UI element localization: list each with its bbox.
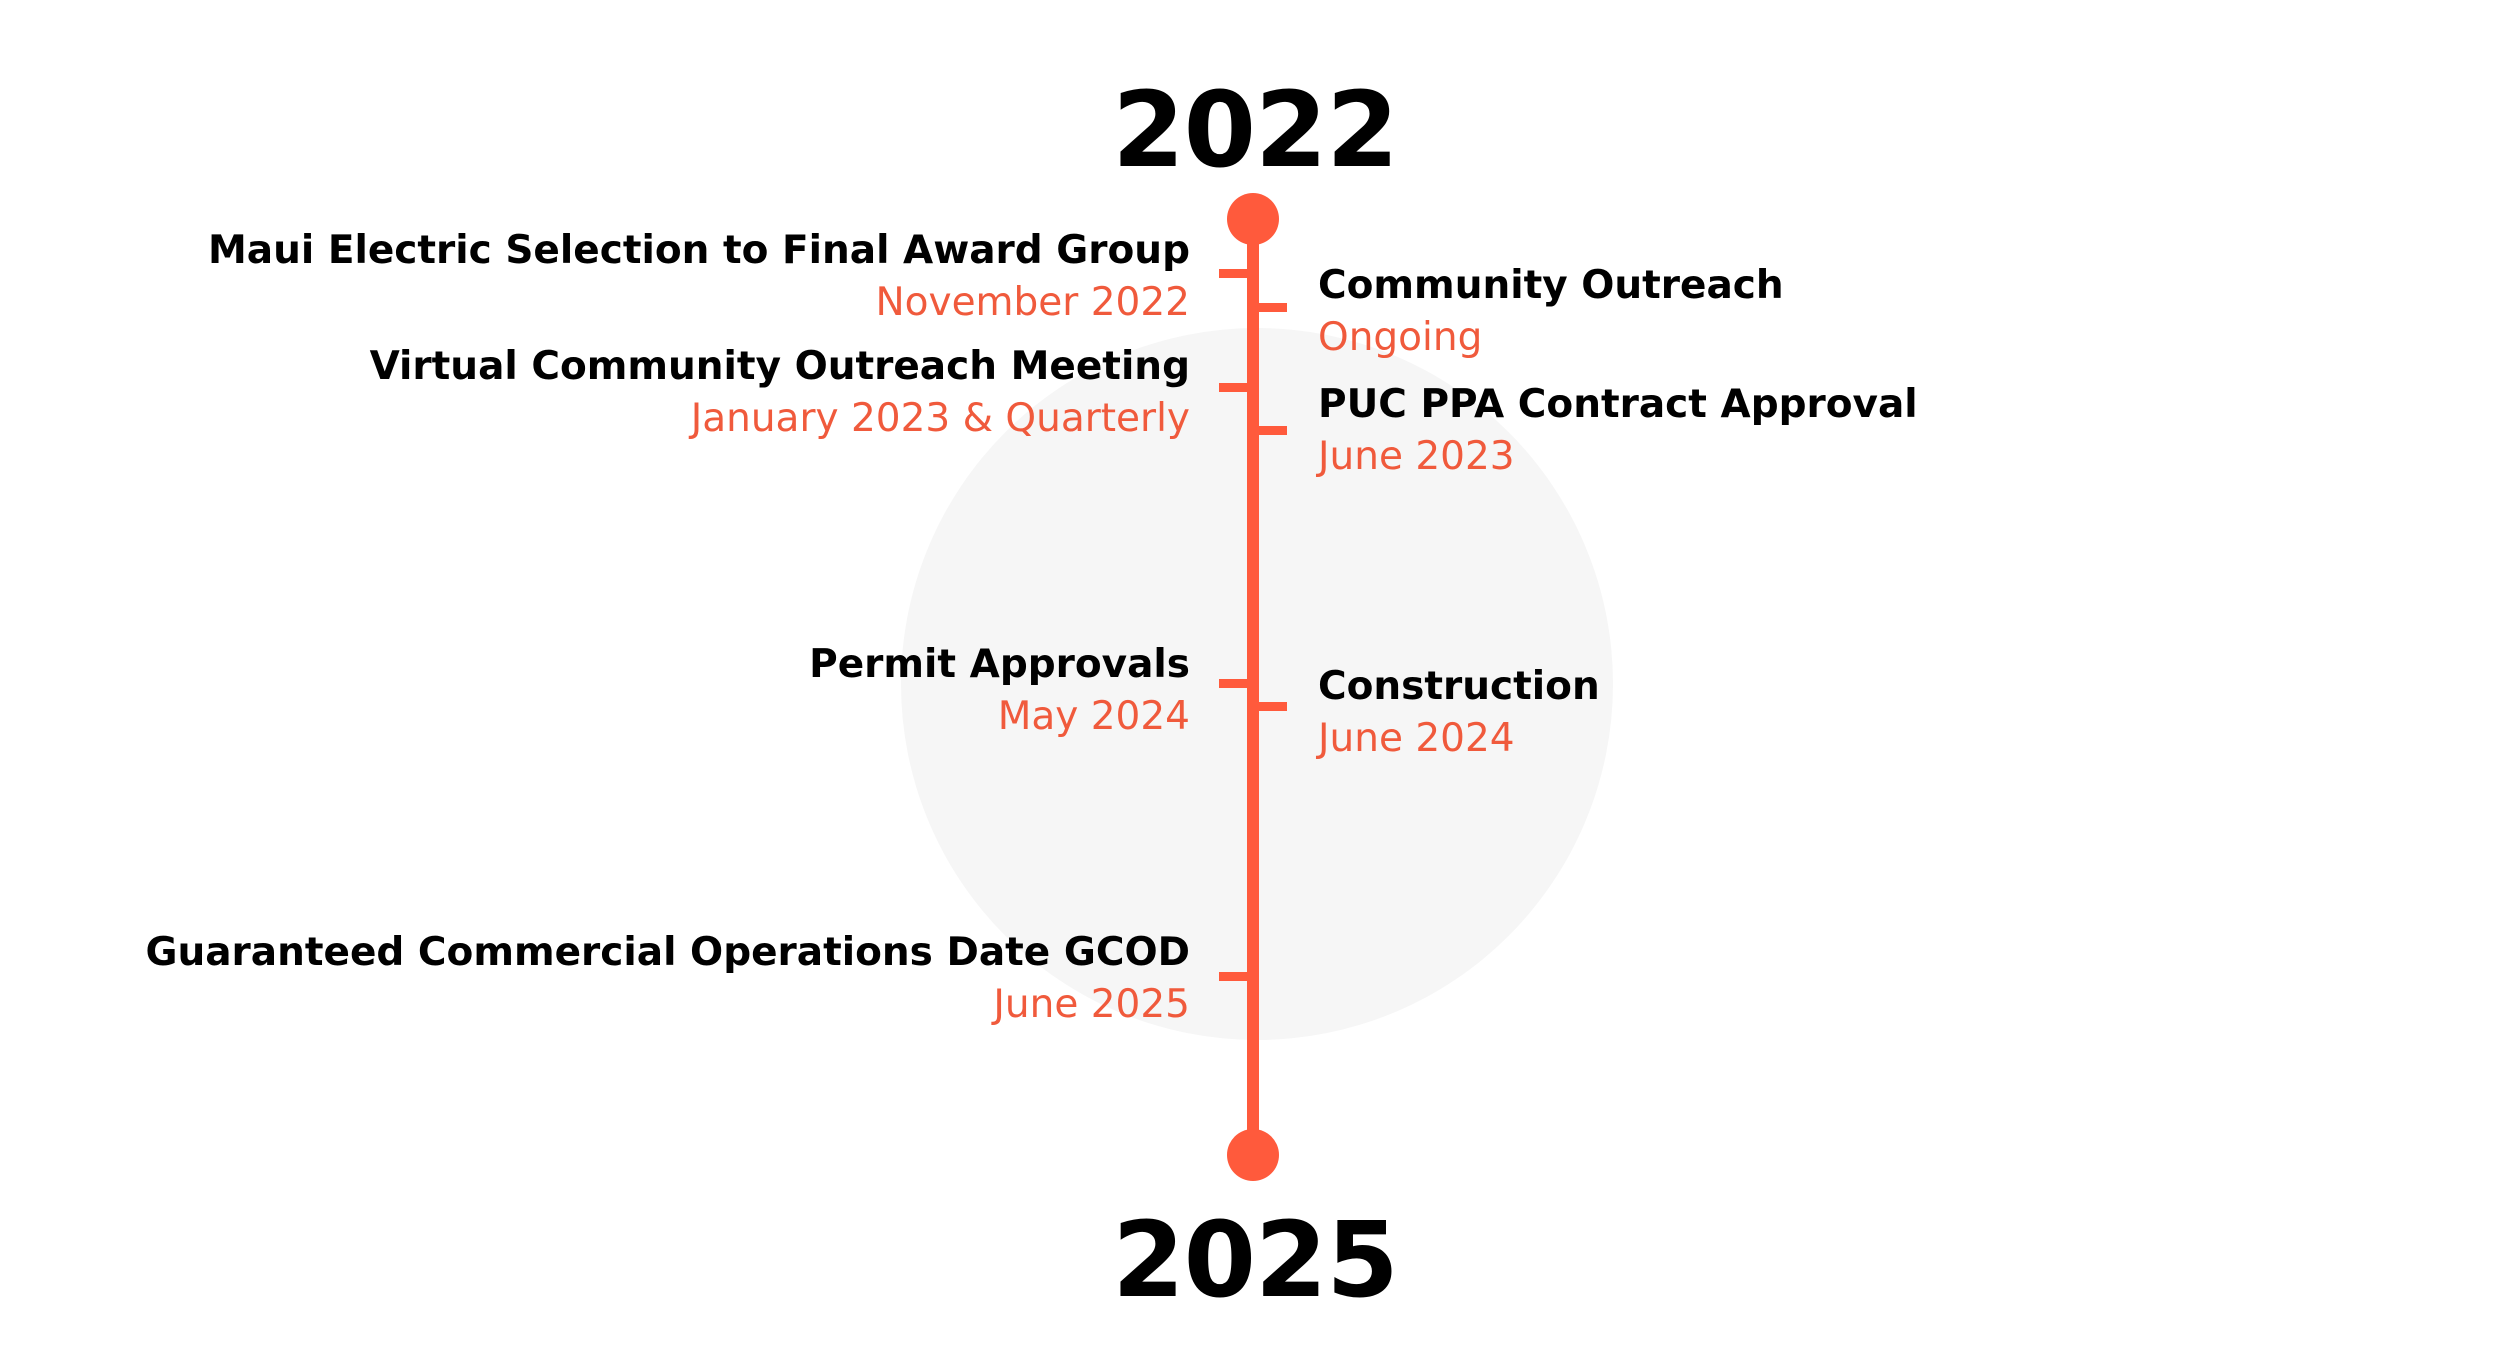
timeline-event: PUC PPA Contract Approval June 2023: [1318, 379, 1918, 483]
event-title: PUC PPA Contract Approval: [1318, 382, 1918, 427]
event-title: Guaranteed Commercial Operations Date GC…: [145, 930, 1190, 975]
event-date: May 2024: [997, 694, 1190, 739]
timeline-event: Community Outreach Ongoing: [1318, 260, 1784, 364]
event-title: Virtual Community Outreach Meeting: [369, 344, 1190, 389]
timeline-tick: [1219, 383, 1259, 392]
timeline-tick: [1247, 303, 1287, 312]
timeline-event: Guaranteed Commercial Operations Date GC…: [145, 927, 1190, 1031]
event-title: Permit Approvals: [809, 642, 1190, 687]
start-year: 2022: [1112, 69, 1398, 191]
event-date: January 2023 & Quarterly: [690, 396, 1190, 441]
event-title: Construction: [1318, 664, 1600, 709]
event-date: June 2025: [993, 982, 1190, 1027]
event-title: Maui Electric Selection to Final Award G…: [207, 228, 1190, 273]
timeline-event: Construction June 2024: [1318, 661, 1600, 765]
timeline-tick: [1219, 269, 1259, 278]
timeline-event: Virtual Community Outreach Meeting Janua…: [370, 341, 1190, 445]
timeline-end-dot: [1227, 1129, 1279, 1181]
event-date: June 2023: [1318, 434, 1515, 479]
end-year: 2025: [1112, 1199, 1398, 1321]
event-title: Community Outreach: [1318, 263, 1784, 308]
timeline-tick: [1247, 702, 1287, 711]
timeline-tick: [1247, 426, 1287, 435]
timeline-tick: [1219, 972, 1259, 981]
timeline-event: Permit Approvals May 2024: [809, 639, 1190, 743]
event-date: November 2022: [875, 280, 1190, 325]
timeline-event: Maui Electric Selection to Final Award G…: [208, 225, 1190, 329]
event-date: Ongoing: [1318, 315, 1483, 360]
timeline-start-dot: [1227, 193, 1279, 245]
timeline-tick: [1219, 679, 1259, 688]
timeline-axis: [1247, 220, 1259, 1160]
event-date: June 2024: [1318, 716, 1515, 761]
